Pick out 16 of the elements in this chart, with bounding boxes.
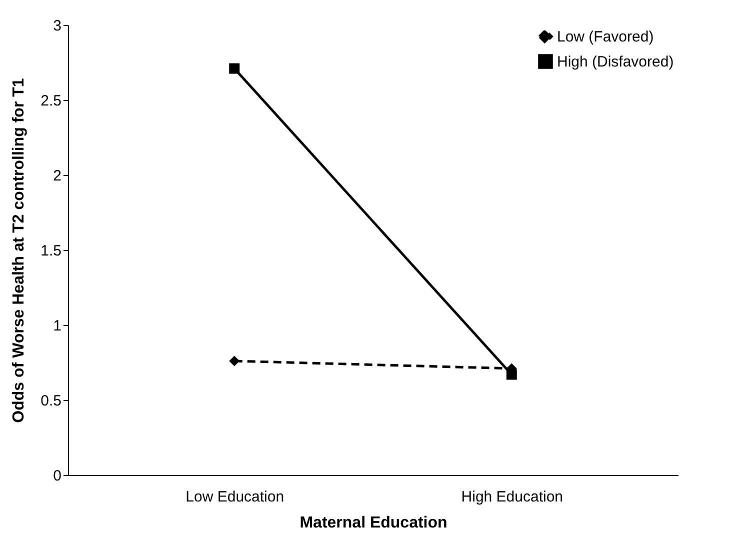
y-tick-label: 1 <box>53 318 62 334</box>
x-tick-label: High Education <box>461 488 564 506</box>
y-tick-label: 1.5 <box>40 242 62 260</box>
point <box>506 369 517 380</box>
x-axis-title: Maternal Education <box>300 514 448 532</box>
y-tick-label: 3 <box>53 18 62 34</box>
point <box>229 63 240 74</box>
legend-label: High (Disfavored) <box>557 54 674 70</box>
point <box>229 356 240 366</box>
y-tick-label: 2.5 <box>40 92 62 110</box>
y-tick-label: 2 <box>53 168 62 184</box>
y-tick-label: 0.5 <box>40 392 62 410</box>
legend-label: Low (Favored) <box>557 28 654 46</box>
x-tick-label: Low Education <box>186 488 284 506</box>
y-tick-label: 0 <box>53 468 62 484</box>
y-axis-title: Odds of Worse Health at T2 controlling for T1 <box>10 78 28 423</box>
